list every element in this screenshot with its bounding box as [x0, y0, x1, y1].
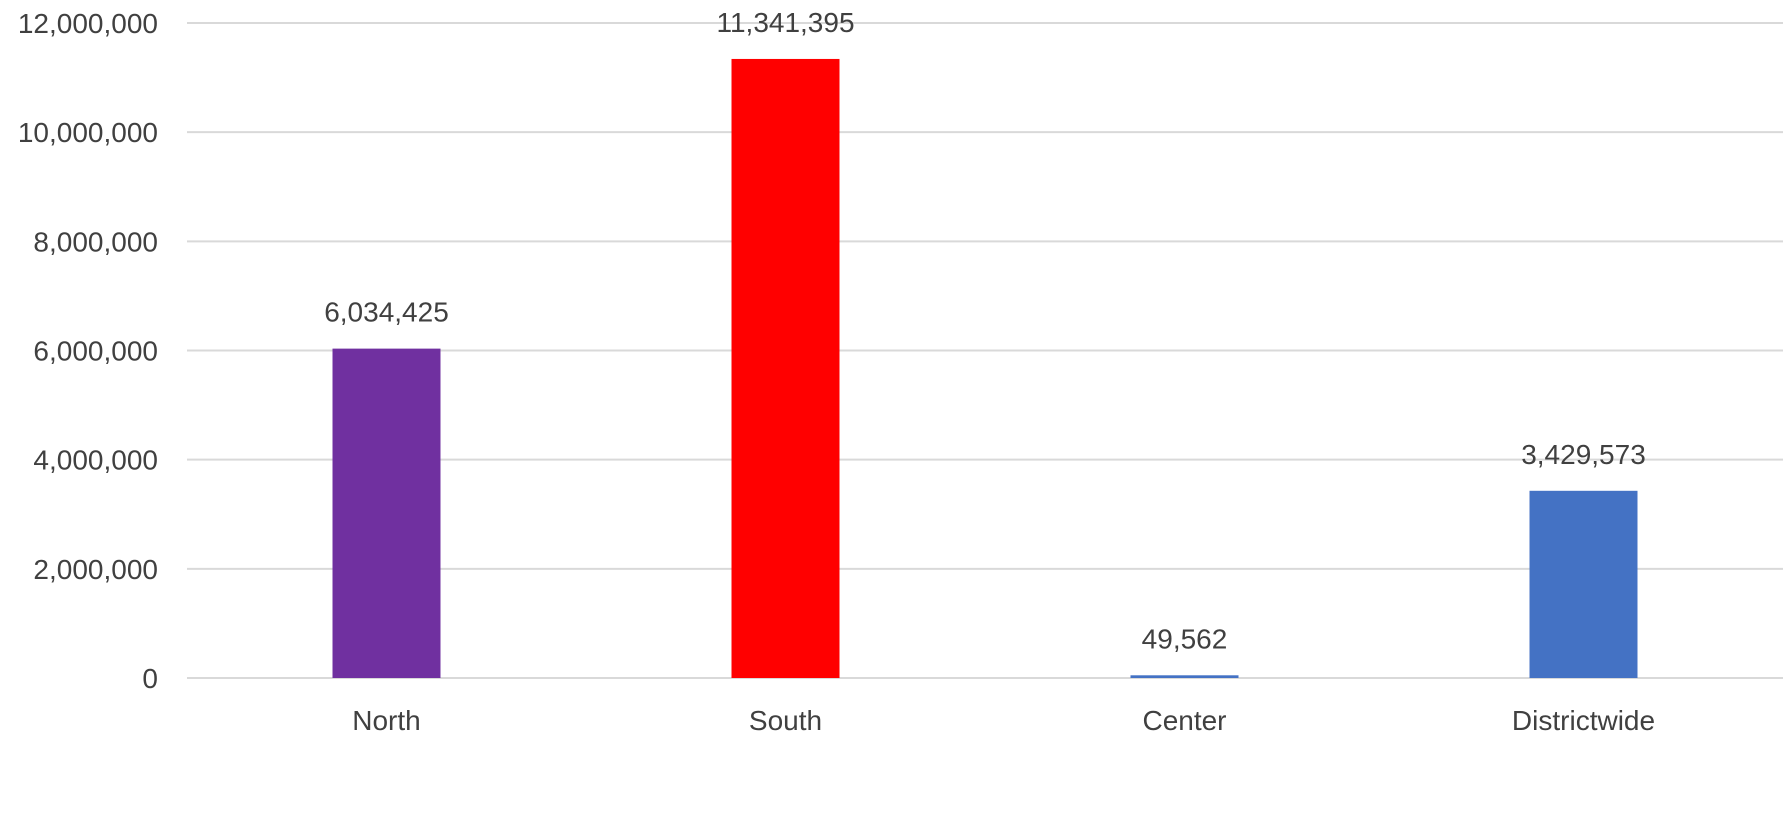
- y-axis-tick-labels: 0 2,000,000 4,000,000 6,000,000 8,000,000 10,…: [18, 8, 158, 694]
- data-label: 3,429,573: [1521, 439, 1646, 470]
- bar-center: [1130, 675, 1239, 678]
- y-tick-label: 6,000,000: [33, 336, 158, 367]
- data-labels: 6,034,425 11,341,395 49,562 3,429,573: [324, 7, 1646, 654]
- y-tick-label: 12,000,000: [18, 8, 158, 39]
- data-label: 11,341,395: [716, 7, 854, 38]
- bar-south: [731, 58, 840, 679]
- x-category-label: North: [352, 705, 420, 736]
- y-tick-label: 4,000,000: [33, 445, 158, 476]
- y-tick-label: 8,000,000: [33, 226, 158, 257]
- data-label: 49,562: [1142, 623, 1228, 654]
- y-tick-label: 10,000,000: [18, 117, 158, 148]
- bar-north: [332, 348, 441, 678]
- bar-districtwide: [1529, 490, 1638, 678]
- bars: [332, 58, 1638, 679]
- x-category-label: Center: [1142, 705, 1226, 736]
- data-label: 6,034,425: [324, 297, 449, 328]
- x-axis-category-labels: North South Center Districtwide: [352, 705, 1655, 736]
- y-tick-label: 0: [142, 663, 158, 694]
- gridlines: [187, 22, 1783, 679]
- x-category-label: South: [749, 705, 822, 736]
- x-category-label: Districtwide: [1512, 705, 1655, 736]
- y-tick-label: 2,000,000: [33, 554, 158, 585]
